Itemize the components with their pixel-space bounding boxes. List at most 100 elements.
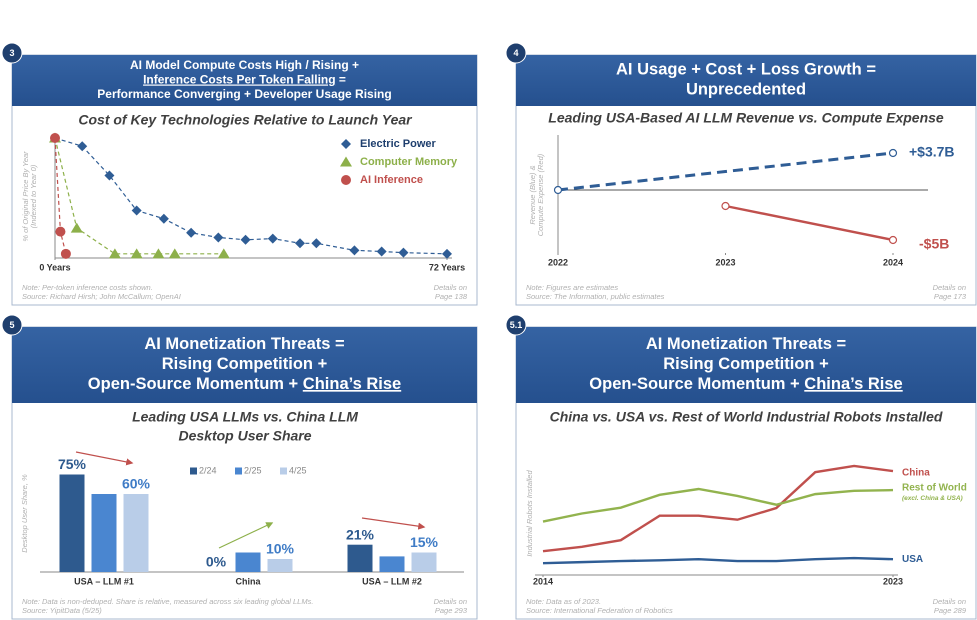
bar [267, 559, 293, 572]
point-marker [888, 148, 898, 158]
panel-note: Note: Per-token inference costs shown. [22, 283, 153, 292]
panel-note: Note: Data as of 2023. [526, 597, 601, 606]
heading-segment: = [336, 73, 346, 87]
panel-badge-label: 4 [513, 48, 518, 58]
series-end-sublabel: (excl. China & USA) [902, 495, 963, 502]
heading-segment: Open-Source Momentum + [589, 375, 804, 393]
legend-marker [341, 139, 351, 149]
panel-badge-label: 5 [9, 320, 14, 330]
x-tick-label: 72 Years [429, 262, 465, 272]
panel-heading: Unprecedented [686, 81, 806, 99]
panel-heading: Rising Competition + [663, 355, 828, 373]
value-label: -$5B [919, 236, 949, 252]
panel-badge-label: 3 [9, 48, 14, 58]
legend-marker [341, 175, 351, 185]
series-line [557, 151, 894, 192]
heading-segment: Inference Costs Per Token Falling [143, 73, 336, 87]
x-tick-label: USA – LLM #2 [362, 576, 422, 586]
point-marker [217, 248, 230, 259]
heading-segment: AI Monetization Threats = [646, 335, 846, 353]
panel-heading: Open-Source Momentum + China’s Rise [589, 375, 902, 393]
panel-heading: Performance Converging + Developer Usage… [97, 87, 391, 101]
legend-swatch [280, 467, 287, 475]
panel-heading: AI Monetization Threats = [646, 335, 846, 353]
heading-segment: Unprecedented [686, 81, 806, 99]
trend-arrow [218, 522, 274, 549]
y-axis-label: Compute Expense (Red) [536, 153, 545, 236]
legend-swatch [235, 467, 242, 475]
x-tick-label: 2023 [715, 257, 735, 267]
series-line [542, 464, 894, 553]
panel-source: Source: The Information, public estimate… [526, 292, 665, 301]
trend-arrows [75, 451, 426, 549]
panel-page: Page 173 [934, 292, 967, 301]
legend-label: 2/24 [199, 465, 217, 475]
point-marker [186, 227, 197, 238]
heading-segment: Rising Competition + [663, 355, 828, 373]
point-marker [60, 248, 71, 259]
panel-page: Page 289 [934, 606, 967, 615]
bar [347, 544, 373, 572]
point-marker [168, 248, 181, 259]
heading-segment: China’s Rise [303, 375, 401, 393]
panel-badge [505, 314, 527, 336]
panel-details: Details on [933, 283, 966, 292]
heading-segment: AI Model Compute Costs High / Rising + [130, 58, 359, 72]
point-marker [267, 233, 278, 244]
value-label: 10% [266, 541, 295, 557]
legend-swatch [190, 467, 197, 475]
panel-header [12, 327, 477, 403]
point-marker [295, 238, 305, 249]
point-marker [104, 170, 115, 181]
point-marker [55, 226, 66, 237]
panels: AI Model Compute Costs High / Rising +In… [1, 42, 977, 620]
x-tick-label: 2023 [883, 576, 903, 586]
panel-details: Details on [933, 597, 966, 606]
panel-badge-label: 5.1 [510, 320, 523, 330]
x-tick-label: 2014 [533, 576, 553, 586]
point-marker [77, 141, 88, 152]
point-marker [240, 234, 251, 245]
legend-marker [340, 156, 352, 167]
point-marker [130, 248, 143, 259]
point-marker [553, 185, 563, 195]
bar [59, 474, 85, 572]
bar [123, 494, 149, 572]
y-axis-label: (Indexed to Year 0) [29, 164, 38, 228]
bar [379, 556, 405, 572]
y-axis-label: Revenue (Blue) & [528, 165, 537, 224]
point-marker [721, 201, 730, 211]
y-axis-label: % of Original Price By Year [21, 151, 30, 242]
point-marker [152, 248, 165, 259]
x-tick-label: USA – LLM #1 [74, 576, 134, 586]
panel-source: Source: International Federation of Robo… [526, 606, 673, 615]
y-axis-label: Desktop User Share, % [20, 474, 29, 553]
bar [91, 494, 117, 572]
point-marker [108, 248, 121, 259]
panel-badge [505, 42, 527, 64]
series-line [725, 204, 894, 242]
panel-heading: AI Monetization Threats = [144, 335, 344, 353]
chart-title: Desktop User Share [178, 428, 311, 444]
heading-segment: AI Usage + Cost + Loss Growth = [616, 61, 876, 79]
series-end-label: China [902, 468, 930, 479]
x-tick-label: 0 Years [39, 262, 70, 272]
point-marker [349, 245, 360, 256]
chart-title: Leading USA-Based AI LLM Revenue vs. Com… [548, 110, 944, 126]
point-marker [398, 247, 409, 258]
point-marker [50, 133, 60, 143]
point-marker [311, 238, 322, 249]
heading-segment: Performance Converging + Developer Usage… [97, 87, 391, 101]
value-label: 60% [122, 476, 151, 492]
point-marker [70, 222, 83, 233]
bar [411, 552, 437, 572]
charts: Cost of Key Technologies Relative to Lau… [20, 110, 967, 587]
panel-heading: AI Model Compute Costs High / Rising + [130, 58, 359, 72]
chart-title: Leading USA LLMs vs. China LLM [132, 409, 358, 425]
panel-badge [1, 42, 23, 64]
point-marker [213, 232, 224, 243]
panel-details: Details on [434, 283, 467, 292]
panel-source: Source: Richard Hirsh; John McCallum; Op… [22, 292, 181, 301]
